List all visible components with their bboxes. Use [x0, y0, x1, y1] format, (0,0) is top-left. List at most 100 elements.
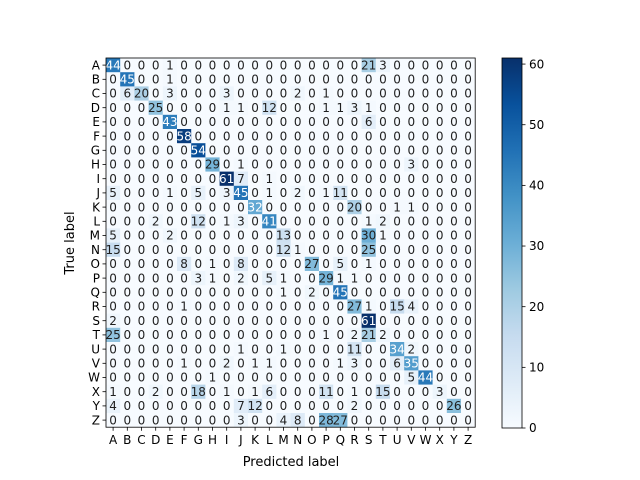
cell-value-label: 1 — [365, 101, 373, 115]
heatmap-cell — [233, 200, 249, 215]
cell-value-label: 0 — [393, 286, 401, 300]
cell-value-label: 1 — [223, 215, 231, 229]
heatmap-cell — [432, 271, 448, 286]
cell-value-label: 1 — [166, 73, 174, 87]
cell-value-label: 0 — [180, 186, 188, 200]
heatmap-cell — [205, 72, 220, 87]
cell-value-label: 0 — [166, 271, 174, 285]
heatmap-cell — [120, 143, 135, 158]
heatmap-cell — [248, 384, 263, 400]
heatmap-cell — [262, 342, 277, 357]
cell-value-label: 0 — [322, 342, 330, 356]
heatmap-cell — [418, 72, 433, 87]
cell-value-label: 1 — [351, 271, 359, 285]
heatmap-cell — [276, 370, 291, 385]
cell-value-label: 0 — [109, 300, 117, 314]
heatmap-cell — [390, 370, 405, 385]
cell-value-label: 6 — [265, 385, 273, 399]
cell-value-label: 5 — [265, 271, 273, 285]
heatmap-cell — [106, 58, 121, 73]
cell-value-label: 0 — [194, 342, 202, 356]
heatmap-cell — [347, 200, 362, 215]
cell-value-label: 0 — [336, 385, 344, 399]
heatmap-cell — [134, 271, 149, 286]
heatmap-cell — [390, 114, 405, 130]
heatmap-cell — [446, 313, 462, 329]
heatmap-cell — [404, 214, 419, 229]
cell-value-label: 0 — [351, 314, 359, 328]
cell-value-label: 0 — [223, 158, 231, 172]
cell-value-label: 0 — [336, 300, 344, 314]
cell-value-label: 0 — [422, 101, 430, 115]
heatmap-cell — [304, 413, 320, 428]
heatmap-cell — [262, 129, 277, 144]
cell-value-label: 0 — [194, 328, 202, 342]
heatmap-cell — [432, 242, 448, 258]
heatmap-cell — [390, 327, 405, 343]
heatmap-cell — [148, 100, 164, 116]
cell-value-label: 0 — [393, 87, 401, 101]
cell-value-label: 0 — [322, 200, 330, 214]
heatmap-cell — [290, 143, 306, 158]
cell-value-label: 0 — [308, 243, 316, 257]
cell-value-label: 0 — [152, 87, 160, 101]
heatmap-cell — [276, 157, 291, 172]
cell-value-label: 0 — [166, 413, 174, 427]
heatmap-cell — [361, 228, 377, 243]
heatmap-cell — [134, 100, 149, 116]
cell-value-label: 0 — [407, 328, 415, 342]
cell-value-label: 0 — [308, 371, 316, 385]
cell-value-label: 0 — [308, 172, 316, 186]
x-tick-label: D — [151, 433, 160, 447]
heatmap-cell — [390, 299, 405, 314]
heatmap-cell — [162, 413, 178, 428]
heatmap-cell — [418, 256, 433, 272]
heatmap-cell — [461, 242, 476, 258]
heatmap-cell — [191, 228, 206, 243]
heatmap-cell — [404, 185, 419, 201]
cell-value-label: 0 — [152, 144, 160, 158]
cell-value-label: 0 — [138, 73, 146, 87]
heatmap-cell — [432, 214, 448, 229]
heatmap-cell — [276, 143, 291, 158]
heatmap-cell — [461, 256, 476, 272]
cell-value-label: 2 — [152, 385, 160, 399]
heatmap-cell — [205, 299, 220, 314]
x-tick-label: P — [322, 433, 329, 447]
cell-value-label: 0 — [123, 357, 131, 371]
heatmap-cell — [205, 228, 220, 243]
cell-value-label: 0 — [251, 101, 259, 115]
cell-value-label: 0 — [407, 243, 415, 257]
heatmap-cell — [191, 256, 206, 272]
heatmap-cell — [347, 413, 362, 428]
heatmap-cell — [404, 342, 419, 357]
heatmap-cell — [205, 214, 220, 229]
cell-value-label: 2 — [223, 357, 231, 371]
cell-value-label: 0 — [393, 328, 401, 342]
cell-value-label: 0 — [351, 115, 359, 129]
heatmap-cell — [205, 129, 220, 144]
cell-value-label: 0 — [237, 129, 245, 143]
heatmap-cell — [375, 256, 391, 272]
heatmap-cell — [361, 327, 377, 343]
heatmap-cell — [404, 327, 419, 343]
heatmap-cell — [233, 114, 249, 130]
cell-value-label: 0 — [464, 257, 472, 271]
heatmap-cell — [375, 100, 391, 116]
heatmap-cell — [106, 256, 121, 272]
heatmap-cell — [333, 327, 348, 343]
cell-value-label: 0 — [379, 314, 387, 328]
cell-value-label: 0 — [422, 385, 430, 399]
cell-value-label: 0 — [308, 300, 316, 314]
heatmap-cell — [347, 114, 362, 130]
cell-value-label: 0 — [393, 158, 401, 172]
heatmap-cell — [276, 271, 291, 286]
cell-value-label: 0 — [436, 229, 444, 243]
cell-value-label: 0 — [166, 300, 174, 314]
cell-value-label: 0 — [265, 413, 273, 427]
cell-value-label: 0 — [180, 328, 188, 342]
cell-value-label: 6 — [393, 357, 401, 371]
heatmap-cell — [248, 256, 263, 272]
cell-value-label: 0 — [336, 58, 344, 72]
cell-value-label: 3 — [237, 413, 245, 427]
